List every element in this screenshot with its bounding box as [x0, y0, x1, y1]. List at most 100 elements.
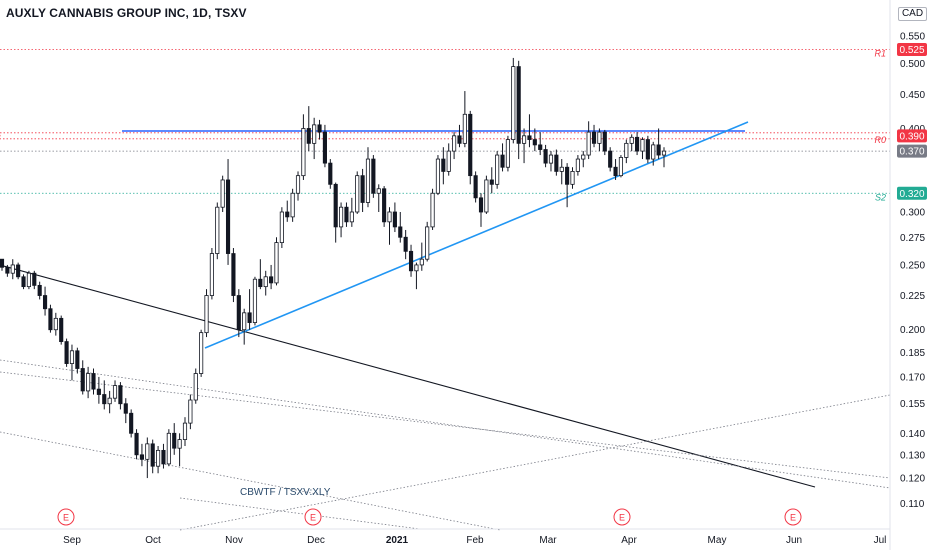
candle-body [500, 154, 505, 168]
candle-body [139, 454, 145, 460]
candle-body [656, 144, 661, 156]
candle-body [80, 368, 85, 392]
candle [548, 151, 554, 172]
candle-body [349, 211, 354, 223]
earnings-icon[interactable] [613, 508, 631, 526]
candle [511, 57, 516, 144]
earnings-icon[interactable] [57, 508, 75, 526]
candle-body [365, 158, 371, 203]
candle [521, 128, 527, 164]
candle [5, 264, 10, 277]
candle [618, 155, 624, 178]
candle-body [225, 179, 231, 254]
candle-body [26, 272, 31, 288]
y-tick-label: 0.170 [900, 372, 925, 383]
candle [42, 286, 48, 316]
candle [10, 259, 15, 280]
earnings-marker[interactable]: E [57, 508, 75, 526]
candle-body [96, 388, 101, 395]
trend-line[interactable] [0, 371, 891, 479]
earnings-icon[interactable] [784, 508, 802, 526]
trend-line[interactable] [0, 359, 891, 489]
earnings-icon[interactable] [304, 508, 322, 526]
earnings-marker[interactable]: E [784, 508, 802, 526]
y-tick-label: 0.550 [900, 32, 925, 43]
candle [0, 258, 5, 271]
candle [102, 380, 107, 410]
candle [382, 186, 387, 227]
price-label-box [897, 43, 927, 57]
candle [150, 439, 155, 474]
candle [312, 117, 317, 160]
candle [263, 270, 268, 296]
trend-line[interactable] [204, 121, 749, 349]
candle [236, 289, 241, 338]
candle [26, 270, 31, 290]
candle [651, 141, 656, 166]
candle-body [414, 264, 419, 272]
candle [161, 443, 166, 469]
candle [306, 106, 311, 152]
chart-title: AUXLY CANNABIS GROUP INC, 1D, TSXV [6, 6, 247, 20]
candle [258, 259, 263, 290]
candle-body [624, 142, 629, 158]
candle [441, 147, 446, 185]
candle-body [339, 206, 344, 228]
candle [430, 188, 435, 230]
candle [290, 188, 295, 222]
candle [645, 135, 650, 164]
trend-line[interactable] [0, 431, 501, 531]
x-tick-label: Dec [307, 535, 325, 546]
candle [328, 159, 333, 189]
candle-body [269, 276, 274, 284]
candle [640, 137, 645, 160]
candle [581, 151, 586, 168]
candle-body [602, 131, 607, 152]
candle-body [322, 131, 327, 164]
candle-body [102, 394, 107, 405]
candle [182, 417, 188, 447]
candle-body [145, 443, 150, 460]
candle [624, 139, 629, 164]
candle-body [37, 284, 42, 296]
earnings-marker[interactable]: E [304, 508, 322, 526]
earnings-label: E [63, 513, 69, 523]
candle [516, 60, 521, 160]
earnings-marker[interactable]: E [613, 508, 631, 526]
trend-line[interactable] [0, 264, 816, 488]
y-tick-label: 0.450 [900, 90, 925, 101]
candle-body [204, 295, 209, 334]
candle-body [597, 131, 602, 144]
candle-body [306, 128, 311, 144]
candle [209, 248, 214, 300]
currency-badge[interactable]: CAD [898, 7, 927, 21]
x-tick-label: May [708, 535, 727, 546]
candle-body [613, 166, 618, 177]
candle-body [231, 253, 236, 296]
candle [86, 366, 91, 399]
candle-body [301, 128, 306, 177]
candle [554, 149, 559, 176]
candle [166, 429, 171, 467]
candle-body [468, 113, 473, 177]
trend-line[interactable] [179, 394, 891, 531]
candle [193, 368, 198, 404]
candle [274, 237, 279, 286]
candle [435, 155, 441, 196]
candle-body [484, 179, 489, 213]
candle-body [489, 179, 494, 185]
candle [333, 182, 338, 243]
candle [473, 171, 478, 203]
candle-body [435, 158, 441, 194]
candle-body [382, 188, 387, 223]
candle-body [150, 443, 155, 467]
candle-body [344, 206, 349, 223]
candle-body [559, 166, 564, 172]
candle-body [258, 278, 263, 288]
candle-body [48, 308, 53, 331]
candle-body [0, 258, 5, 268]
compare-symbol-label[interactable]: CBWTF / TSXV:XLY [240, 487, 331, 498]
candle [425, 221, 430, 262]
